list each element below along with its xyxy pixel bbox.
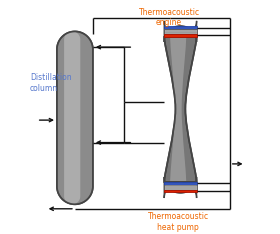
Bar <box>164 34 197 37</box>
Text: Thermoacoustic
engine: Thermoacoustic engine <box>139 8 200 27</box>
Bar <box>164 26 197 29</box>
PathPatch shape <box>57 31 93 204</box>
Text: Thermoacoustic
heat pump: Thermoacoustic heat pump <box>148 212 209 232</box>
PathPatch shape <box>164 21 197 42</box>
PathPatch shape <box>164 177 197 198</box>
PathPatch shape <box>170 37 186 182</box>
Bar <box>164 29 197 34</box>
Bar <box>164 182 197 185</box>
PathPatch shape <box>164 37 197 182</box>
Bar <box>164 190 197 192</box>
Bar <box>164 185 197 190</box>
PathPatch shape <box>64 31 80 204</box>
Text: Distillation
column: Distillation column <box>30 73 72 93</box>
PathPatch shape <box>57 31 93 204</box>
